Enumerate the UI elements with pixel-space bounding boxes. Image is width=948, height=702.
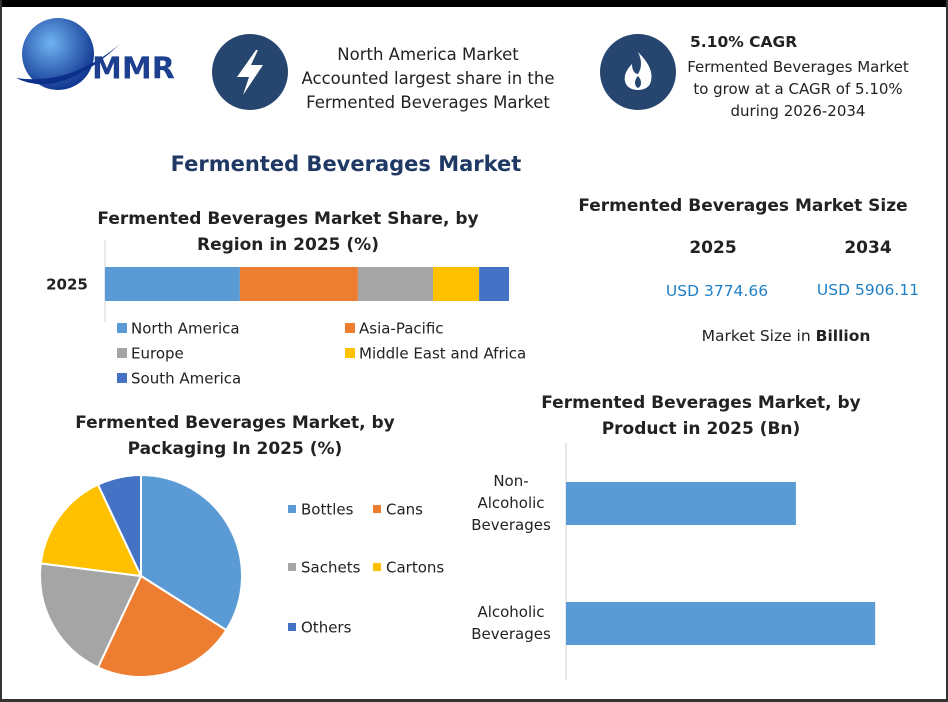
cagr-text: Fermented Beverages Market to grow at a … [687, 58, 909, 120]
size-value: USD 3774.66 [665, 282, 769, 300]
size-value: USD 5906.11 [816, 281, 920, 299]
category-label: 2025 [46, 276, 88, 294]
legend-swatch [288, 505, 296, 513]
cagr-title: 5.10% CAGR [690, 33, 798, 51]
bar [566, 482, 796, 525]
size-title: Fermented Beverages Market Size [578, 196, 908, 216]
pie-slice [39, 483, 143, 578]
legend-label: Cartons [386, 559, 444, 577]
size-year: 2034 [844, 238, 892, 258]
legend-swatch [117, 323, 127, 333]
bar-segment [479, 267, 509, 301]
frame-left [0, 0, 2, 702]
main-title: Fermented Beverages Market [170, 152, 522, 176]
legend-swatch [288, 563, 296, 571]
bar-segment [105, 267, 240, 301]
size-unit: Billion [815, 327, 871, 345]
y-tick-label: Non-Alcoholic Beverages [471, 472, 551, 534]
legend-swatch [373, 505, 381, 513]
legend-label: Asia-Pacific [359, 320, 444, 338]
size-note-text: Market Size in [701, 327, 811, 345]
bar-segment [357, 267, 434, 301]
legend-swatch [117, 373, 127, 383]
lightning-icon [237, 50, 263, 95]
legend-label: Bottles [301, 501, 354, 519]
bar [566, 602, 876, 645]
legend-swatch [117, 348, 127, 358]
flame-core [635, 76, 641, 88]
flame-icon [624, 52, 652, 90]
bar-segment [433, 267, 480, 301]
frame-right [946, 0, 948, 702]
highlight-text: North America Market Accounted largest s… [301, 45, 555, 112]
pie-slice [96, 473, 142, 577]
flame-icon-bg [600, 34, 676, 110]
legend-label: Others [301, 619, 352, 637]
chart-title: Fermented Beverages Market Share, by Reg… [97, 209, 479, 255]
y-tick-label: Alcoholic Beverages [471, 603, 551, 643]
chart-title: Fermented Beverages Market, by Product i… [541, 393, 861, 439]
legend-label: Europe [131, 345, 184, 363]
legend-swatch [373, 563, 381, 571]
bar-segment [239, 267, 358, 301]
legend-label: Cans [386, 501, 423, 519]
legend-label: Sachets [301, 559, 361, 577]
legend-swatch [345, 348, 355, 358]
legend-label: South America [131, 370, 241, 388]
chart-title: Fermented Beverages Market, by Packaging… [75, 413, 395, 459]
logo-text: MMR [92, 52, 175, 87]
logo-swoosh [16, 44, 120, 85]
legend-swatch [288, 623, 296, 631]
legend-swatch [345, 323, 355, 333]
frame-top [0, 0, 948, 7]
legend-label: Middle East and Africa [359, 345, 526, 363]
pie-slice [39, 562, 143, 669]
legend-label: North America [131, 320, 240, 338]
frame-bottom [0, 699, 948, 702]
size-note: Market Size in Billion [660, 327, 912, 345]
size-year: 2025 [689, 238, 737, 258]
